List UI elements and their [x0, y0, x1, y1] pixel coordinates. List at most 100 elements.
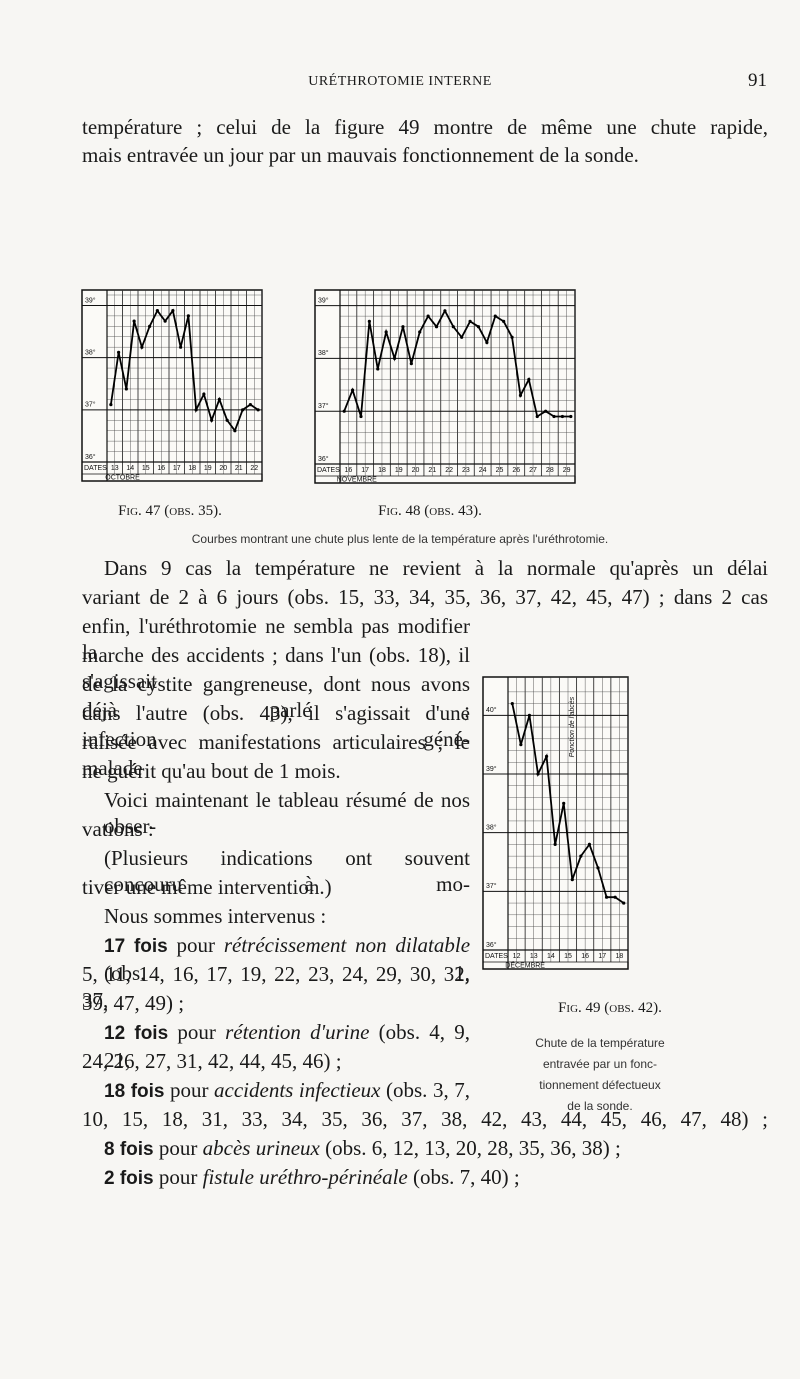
chart-frame — [81, 289, 263, 482]
temp-label: 36° — [318, 455, 329, 463]
temperature-point — [202, 392, 206, 396]
temperature-curve — [343, 308, 571, 418]
text-line: marche des accidents ; dans l'un (obs. 1… — [82, 643, 470, 693]
temperature-point — [148, 324, 152, 328]
temp-label: 37° — [318, 402, 329, 410]
day-label: 16 — [344, 467, 352, 474]
day-label: 17 — [598, 953, 606, 960]
month-label: NOVEMBRE — [337, 476, 377, 483]
text-segment: pour — [158, 1165, 198, 1189]
temperature-point — [587, 842, 592, 847]
figure-caption: Fig. 47 (obs. 35). — [118, 503, 222, 519]
text-line: de la cystite gangreneuse, dont nous avo… — [82, 672, 470, 722]
text-line: Dans 9 cas la température ne revient à l… — [104, 556, 768, 580]
text-segment: 12 fois — [104, 1023, 169, 1044]
temperature-point — [536, 772, 540, 776]
text-line: (Plusieurs indications ont souvent conco… — [104, 846, 470, 896]
temperature-point — [384, 330, 388, 334]
day-label: 19 — [395, 467, 403, 474]
temperature-point — [342, 409, 346, 413]
text-line: dans l'autre (obs. 43), il s'agissait d'… — [82, 701, 470, 751]
text-line: 5, 11, 14, 16, 17, 19, 22, 23, 24, 29, 3… — [82, 962, 470, 1012]
dates-label: DATES — [317, 467, 340, 474]
temperature-point — [186, 314, 190, 318]
text-segment: fistule uréthro-périnéale — [202, 1165, 408, 1189]
temperature-point — [109, 402, 113, 407]
text-line: enfin, l'uréthrotomie ne sembla pas modi… — [82, 614, 470, 664]
temperature-point — [124, 387, 128, 391]
text-line: ne guérit qu'au bout de 1 mois. — [82, 759, 341, 783]
day-label: 14 — [126, 465, 134, 472]
text-segment: 17 fois — [104, 936, 168, 957]
temperature-point — [544, 409, 548, 413]
temperature-point — [518, 393, 523, 397]
day-label: 14 — [547, 953, 555, 960]
text-segment: 2 fois — [104, 1168, 154, 1189]
running-header: URÉTHROTOMIE INTERNE — [308, 74, 492, 89]
temperature-point — [527, 713, 532, 717]
text-segment: (obs. 1, — [104, 961, 470, 985]
annotation: Ponction de l'abcès — [569, 696, 576, 757]
temperature-point — [210, 418, 214, 422]
temperature-point — [359, 414, 363, 419]
day-label: 23 — [462, 467, 470, 474]
temperature-point — [117, 350, 121, 355]
temperature-point — [560, 414, 565, 419]
temperature-point — [562, 801, 566, 805]
temperature-point — [241, 408, 245, 412]
temperature-point — [451, 325, 455, 329]
day-label: 27 — [529, 467, 537, 474]
temperature-point — [579, 854, 583, 858]
text-segment: rétrécissement non dilatable — [223, 933, 471, 957]
day-label: 18 — [188, 465, 196, 472]
day-label: 20 — [219, 465, 227, 472]
temperature-point — [171, 309, 175, 313]
day-label: 12 — [513, 953, 521, 960]
temperature-point — [552, 414, 556, 419]
chart-frame — [482, 676, 629, 970]
temperature-point — [248, 402, 252, 407]
note-line: de la sonde. — [567, 1099, 633, 1113]
temperature-point — [376, 367, 380, 371]
text-segment: (obs. 3, 7, — [386, 1078, 470, 1102]
text-segment: pour — [170, 1078, 209, 1102]
temperature-point — [233, 429, 237, 433]
temperature-point — [225, 418, 229, 422]
temperature-point — [434, 325, 439, 329]
temp-label: 37° — [85, 401, 96, 409]
text-line: 8 fois pour abcès urineux (obs. 6, 12, 1… — [104, 1135, 768, 1163]
temperature-point — [502, 319, 506, 324]
temperature-point — [527, 377, 531, 382]
day-label: 20 — [412, 467, 420, 474]
day-label: 13 — [111, 465, 119, 472]
temperature-point — [418, 330, 422, 334]
temperature-point — [485, 340, 489, 345]
text-line: 39, 47, 49) ; — [82, 991, 185, 1015]
day-label: 18 — [378, 467, 386, 474]
temp-label: 39° — [486, 765, 497, 773]
temp-label: 36° — [85, 453, 96, 461]
day-label: 16 — [157, 465, 165, 472]
day-label: 18 — [616, 953, 624, 960]
temperature-point — [476, 325, 481, 329]
dates-label: DATES — [84, 465, 107, 472]
text-line: 12 fois pour rétention d'urine (obs. 4, … — [104, 1019, 470, 1073]
text-segment: (obs. 7, 40) ; — [412, 1165, 520, 1189]
month-label: DÉCEMBRE — [505, 960, 545, 969]
temperature-point — [604, 895, 609, 899]
figure-caption: Fig. 49 (obs. 42). — [558, 1000, 662, 1016]
temperature-point — [217, 397, 221, 401]
temperature-point — [493, 314, 497, 318]
day-label: 17 — [173, 465, 181, 472]
temp-label: 40° — [486, 706, 497, 714]
text-segment: accidents infectieux — [214, 1078, 381, 1102]
temp-label: 38° — [486, 824, 497, 832]
dates-label: DATES — [485, 953, 508, 960]
temperature-point — [426, 314, 430, 318]
temperature-point — [401, 325, 405, 329]
text-line: mais entravée un jour par un mauvais fon… — [82, 143, 639, 167]
temperature-point — [460, 335, 464, 339]
temperature-point — [553, 842, 557, 847]
day-label: 25 — [496, 467, 504, 474]
